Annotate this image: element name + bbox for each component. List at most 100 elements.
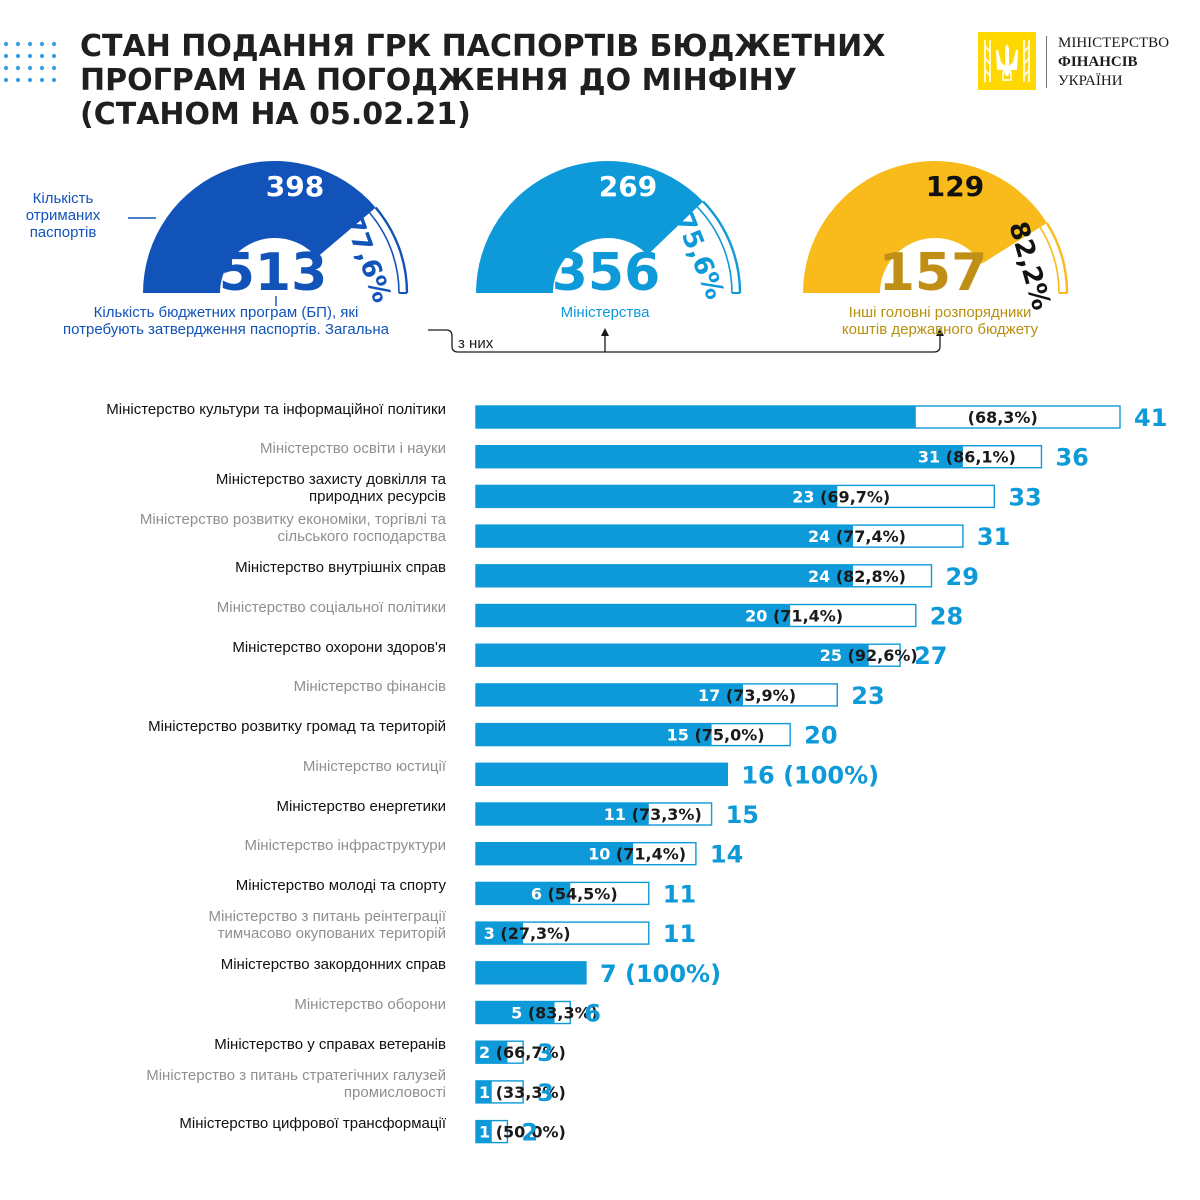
gauge-received-arc — [803, 161, 1047, 293]
dot — [27, 77, 33, 83]
bar-received-count: 28 — [940, 408, 968, 427]
bar-received-count: 25 — [820, 646, 848, 665]
bar-percent: (69,7%) — [820, 487, 890, 506]
bar-row: 31 (86,1%) 36 — [475, 444, 1089, 472]
bar-received — [476, 604, 791, 627]
dot — [39, 77, 45, 83]
bar-percent: (83,3%) — [528, 1004, 598, 1023]
dot — [15, 65, 21, 71]
bar-inner-label: 20 (71,4%) — [745, 607, 843, 626]
bar-inner-label: 24 (82,8%) — [808, 567, 906, 586]
bar-percent: (33,3%) — [496, 1083, 566, 1102]
category-label: Міністерство з питань реінтеграції тимча… — [208, 908, 446, 943]
gauge-remaining-outline — [1045, 222, 1069, 294]
category-label: Міністерство оборони — [294, 996, 446, 1013]
logo-line-2: ФІНАНСІВ — [1058, 54, 1138, 70]
bar-inner-label: 24 (77,4%) — [808, 527, 906, 546]
bar-total-label: 41 — [1134, 404, 1167, 432]
bar-total-label: 27 — [914, 642, 947, 670]
bar-total-label: 7 (100%) — [600, 960, 721, 988]
bar-inner-label: 28 (68,3%) — [940, 408, 1038, 427]
bar-received — [476, 525, 853, 548]
dot — [51, 77, 57, 83]
dot — [15, 53, 21, 59]
gauge-remaining-outline — [702, 200, 742, 294]
bar-row: 16 (100%) — [475, 761, 879, 789]
category-label: Міністерство захисту довкілля та природн… — [215, 471, 446, 506]
bar-total-label: 16 (100%) — [741, 761, 879, 789]
logo-divider — [1046, 36, 1047, 88]
bar-received-count: 10 — [588, 845, 616, 864]
logo-text: МІНІСТЕРСТВО ФІНАНСІВ УКРАЇНИ — [1058, 34, 1169, 91]
ministries-label: Міністерства — [560, 304, 650, 321]
bar-inner-label: 1 (33,3%) — [479, 1083, 566, 1102]
title-line-1: СТАН ПОДАННЯ ГРК ПАСПОРТІВ БЮДЖЕТНИХ — [80, 29, 886, 64]
bar-inner-label: 2 (66,7%) — [479, 1043, 566, 1062]
bar-total-label: 33 — [1008, 483, 1041, 511]
bar-inner-label: 25 (92,6%) — [820, 646, 918, 665]
gauge-received-value: 129 — [926, 170, 984, 203]
title-line-3: (СТАНОМ НА 05.02.21) — [80, 97, 471, 132]
bar-received — [476, 406, 916, 428]
category-label: Міністерство освіти і науки — [260, 440, 446, 458]
bar-received — [476, 644, 869, 667]
bar-percent: (71,4%) — [616, 845, 686, 864]
bar-total-label: 15 — [726, 801, 759, 829]
dot — [51, 53, 57, 59]
bar-total-label: 6 — [584, 1000, 601, 1028]
bar-received — [476, 842, 634, 865]
bar-percent: (66,7%) — [496, 1043, 566, 1062]
dot — [39, 53, 45, 59]
bar-received — [476, 1001, 555, 1024]
bar-received — [476, 882, 571, 905]
bar-total-label: 31 — [977, 523, 1010, 551]
gauge-received-arc — [143, 160, 376, 293]
category-label: Міністерство соціальної політики — [216, 599, 446, 616]
bar-percent: (50,0%) — [496, 1123, 566, 1142]
bar-total-label: 36 — [1055, 444, 1088, 472]
category-label: Міністерство розвитку економіки, торгівл… — [139, 511, 446, 546]
bar-inner-label: 1 (50,0%) — [479, 1123, 566, 1142]
bar-row: 2 (66,7%)3 — [475, 1039, 566, 1067]
bar-row: 7 (100%) — [475, 960, 721, 988]
gauge-total: 157 — [879, 243, 988, 303]
bar-total-label: 11 — [663, 880, 696, 908]
bar-received-count: 1 — [479, 1123, 496, 1142]
gauge-remaining-inner — [696, 206, 733, 294]
dot — [27, 41, 33, 47]
bar-total-label: 3 — [537, 1039, 554, 1067]
bar-row: 15 (75,0%) 20 — [475, 722, 838, 750]
bar-received — [476, 485, 838, 508]
bar-row: 17 (73,9%) 23 — [475, 682, 885, 710]
bar-total-label: 23 — [851, 682, 884, 710]
bar-inner-label: 11 (73,3%) — [604, 805, 702, 824]
bar-received — [476, 922, 524, 945]
bar-percent: (27,3%) — [500, 924, 570, 943]
bar-percent: (77,4%) — [836, 527, 906, 546]
bar-row: 23 (69,7%) 33 — [475, 483, 1042, 511]
bar-row: 11 (73,3%) 15 — [475, 801, 759, 829]
bar-row: 24 (82,8%) 29 — [475, 563, 979, 591]
bar-row: 6 (54,5%) 11 — [475, 880, 696, 908]
bar-received-count: 1 — [479, 1083, 496, 1102]
bar-received — [476, 723, 712, 746]
of-them-label: з них — [458, 335, 494, 352]
bar-total-label: 14 — [710, 841, 743, 869]
bar-received-count: 31 — [918, 448, 946, 467]
bar-percent: (68,3%) — [968, 408, 1038, 427]
gauge-percent: 82,2% — [1002, 218, 1056, 313]
bar-row: 5 (83,3%)6 — [475, 1000, 601, 1028]
bar-received — [476, 803, 649, 825]
category-label: Міністерство охорони здоров'я — [232, 638, 446, 656]
bar-total-label: 20 — [804, 722, 837, 750]
bar-inner-label: 31 (86,1%) — [918, 448, 1016, 467]
dot — [51, 41, 57, 47]
bar-received-count: 15 — [667, 726, 695, 745]
bar-received — [476, 1041, 508, 1064]
received-passports-label: Кількість отриманих паспортів — [25, 190, 101, 241]
gauge-remaining-inner — [1039, 226, 1060, 294]
bar-total-label: 29 — [946, 563, 979, 591]
logo-line-3: УКРАЇНИ — [1058, 73, 1123, 89]
